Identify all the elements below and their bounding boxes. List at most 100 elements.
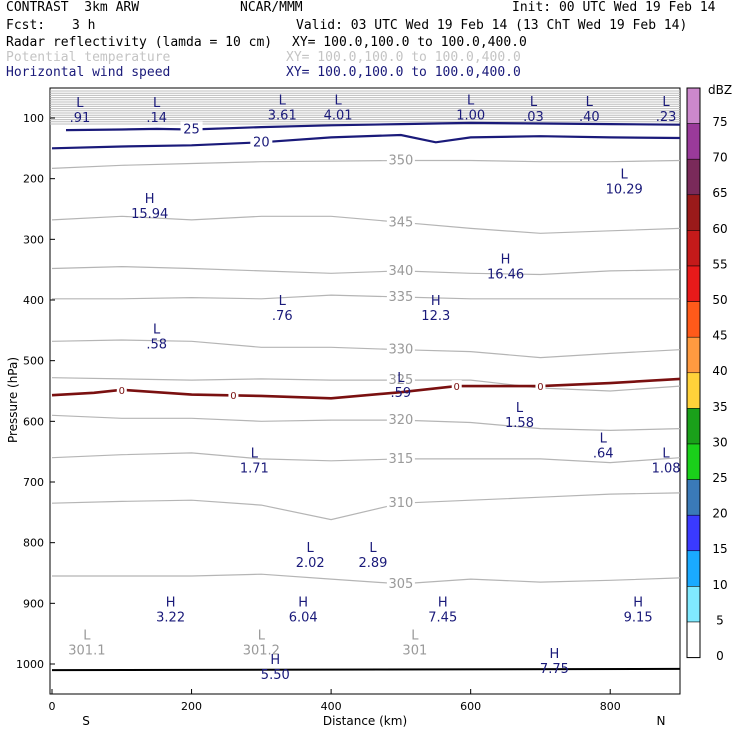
extremum-type-L: L: [76, 96, 84, 111]
zero-contour-label: 0: [454, 382, 460, 393]
wind-contour-label-20: 20: [253, 135, 270, 150]
colorbar-label: 45: [712, 329, 727, 343]
y-tick-label: 900: [23, 597, 44, 610]
extremum-value: 5.50: [261, 668, 290, 683]
valid-time: Valid: 03 UTC Wed 19 Feb 14 (13 ChT Wed …: [296, 18, 688, 33]
theta-label-bg: [386, 575, 415, 590]
extremum-type-H: H: [270, 653, 280, 668]
theta-contour-label-305: 305: [388, 577, 413, 592]
wind-contour-20: [51, 133, 681, 150]
colorbar-label: 35: [712, 400, 727, 414]
extremum-type-L: L: [258, 629, 266, 644]
colorbar-swatch: [686, 336, 701, 374]
y-tick-label: 600: [23, 415, 44, 428]
extremum-value: 4.01: [324, 109, 353, 124]
theta-label-bg: [386, 288, 415, 303]
x-axis-label: Distance (km): [323, 714, 407, 728]
extremum-value: .03: [523, 110, 544, 125]
zero-label-bg: [451, 380, 462, 392]
extrema-labels: L.91L.14L3.61L4.01L1.00L.03L.40L.23H15.9…: [68, 94, 680, 683]
extremum-value: .91: [70, 111, 91, 126]
zero-label-bg: [116, 383, 127, 395]
y-tick-label: 300: [23, 233, 44, 246]
extremum-value: .64: [593, 447, 614, 462]
wind-label-bg: [180, 121, 203, 136]
extremum-value: 12.3: [421, 309, 450, 324]
colorbar-label: 5: [716, 613, 724, 627]
colorbar-swatch: [686, 265, 701, 302]
extremum-type-H: H: [633, 595, 643, 610]
theta-label-bg: [386, 450, 415, 465]
extremum-type-H: H: [298, 595, 308, 610]
extremum-type-H: H: [431, 294, 441, 309]
theta-label-bg: [386, 495, 415, 510]
extremum-type-H: H: [501, 253, 511, 268]
extremum-value: 9.15: [624, 610, 653, 625]
colorbar-label: 0: [716, 649, 724, 663]
y-tick-label: 700: [23, 476, 44, 489]
extremum-value: 3.61: [268, 109, 297, 124]
extremum-value: 2.02: [296, 556, 325, 571]
theta-label-bg: [386, 152, 415, 167]
extremum-type-L: L: [153, 96, 161, 111]
colorbar-swatch: [686, 194, 701, 231]
colorbar-label: 20: [712, 507, 727, 521]
colorbar-swatch: [686, 479, 701, 516]
colorbar-swatch: [686, 87, 701, 124]
surface-line: [51, 667, 681, 672]
colorbar-frame: [686, 87, 701, 659]
zero-contour-label: 0: [119, 386, 125, 397]
field-1-xy: XY= 100.0,100.0 to 100.0,400.0: [292, 35, 527, 50]
x-tick-label: 0: [49, 700, 56, 713]
extremum-value: .59: [391, 386, 412, 401]
colorbar-swatch: [686, 586, 701, 623]
surface-pressure-line: [51, 667, 681, 672]
y-tick-label: 500: [23, 355, 44, 368]
theta-contour-345: [51, 215, 681, 234]
extremum-value: 1.00: [456, 109, 485, 124]
field-1-name: Radar reflectivity (lamda = 10 cm): [6, 35, 273, 50]
zero-label-bg: [535, 380, 546, 392]
x-tick-label: 600: [460, 700, 481, 713]
extremum-type-L: L: [662, 447, 670, 462]
extremum-value: .40: [579, 110, 600, 125]
colorbar-swatch: [686, 621, 701, 658]
extremum-type-L: L: [516, 401, 524, 416]
colorbar-label: 50: [712, 293, 727, 307]
fcst-value: 3 h: [72, 18, 96, 33]
extremum-value: .58: [146, 337, 167, 352]
colorbar-label: 30: [712, 435, 727, 449]
colorbar-swatch: [686, 158, 701, 196]
theta-contour-320: [51, 414, 681, 432]
extremum-value: 7.75: [540, 662, 569, 677]
y-tick-label: 400: [23, 294, 44, 307]
colorbar-label: 65: [712, 186, 727, 200]
field-3-name: Horizontal wind speed: [6, 65, 171, 80]
extremum-value: 2.89: [359, 556, 388, 571]
theta-label-bg: [386, 214, 415, 229]
colorbar-label: 15: [712, 542, 727, 556]
extremum-type-L: L: [83, 629, 91, 644]
theta-contour-315: [51, 452, 681, 464]
extremum-type-L: L: [530, 95, 538, 110]
extremum-type-L: L: [153, 322, 161, 337]
colorbar-swatch: [686, 301, 701, 338]
zero-label-bg: [228, 389, 239, 401]
colorbar-swatch: [686, 123, 701, 160]
y-tick-label: 100: [23, 112, 44, 125]
x-axis-south-label: S: [82, 714, 90, 728]
theta-contour-label-340: 340: [388, 264, 413, 279]
extremum-value: 1.58: [505, 416, 534, 431]
y-tick-label: 800: [23, 537, 44, 550]
zero-contour-label: 0: [230, 391, 236, 402]
extremum-type-L: L: [411, 629, 419, 644]
extremum-value: .14: [146, 111, 167, 126]
colorbar-swatch: [686, 230, 701, 267]
x-tick-label: 200: [181, 700, 202, 713]
y-tick-label: 200: [23, 173, 44, 186]
extremum-value: 301: [402, 644, 427, 659]
extremum-value: .23: [656, 110, 677, 125]
x-axis-north-label: N: [657, 714, 666, 728]
extremum-value: .76: [272, 309, 293, 324]
theta-contour-325: [51, 377, 681, 392]
